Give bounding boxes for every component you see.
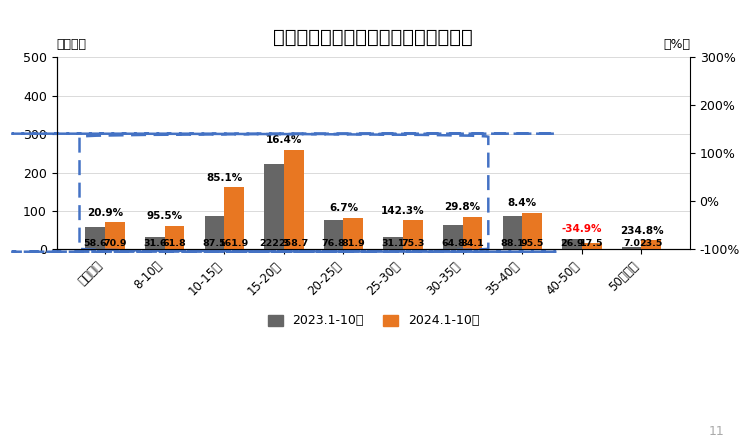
- Text: 16.4%: 16.4%: [266, 135, 302, 145]
- Text: 20.9%: 20.9%: [87, 208, 123, 217]
- Text: 31.1: 31.1: [381, 239, 405, 248]
- Text: 234.8%: 234.8%: [620, 226, 663, 236]
- Title: 新能源乘用车各价格区间销量及增长率: 新能源乘用车各价格区间销量及增长率: [273, 28, 473, 47]
- Text: 161.9: 161.9: [219, 239, 249, 248]
- Bar: [463, 217, 482, 249]
- Text: 58.6: 58.6: [84, 239, 107, 248]
- Text: 142.3%: 142.3%: [381, 206, 425, 216]
- Bar: [562, 239, 582, 249]
- Bar: [224, 187, 244, 249]
- Text: 88.1: 88.1: [501, 239, 525, 248]
- Bar: [403, 221, 423, 249]
- Text: 23.5: 23.5: [639, 239, 663, 248]
- Bar: [503, 216, 522, 249]
- Text: 31.6: 31.6: [143, 239, 167, 248]
- Text: 84.1: 84.1: [461, 239, 485, 248]
- Text: 26.9: 26.9: [560, 239, 584, 248]
- Text: 6.7%: 6.7%: [329, 203, 358, 213]
- Text: 87.5: 87.5: [202, 239, 226, 248]
- Text: 81.9: 81.9: [341, 239, 365, 248]
- Text: 61.8: 61.8: [162, 239, 186, 248]
- Bar: [145, 237, 165, 249]
- Text: （%）: （%）: [663, 38, 690, 51]
- Bar: [165, 226, 184, 249]
- Text: 8.4%: 8.4%: [507, 198, 537, 208]
- Text: 64.8: 64.8: [441, 239, 465, 248]
- Text: 11: 11: [709, 425, 725, 438]
- Bar: [284, 150, 304, 249]
- Bar: [582, 243, 602, 249]
- Bar: [324, 220, 344, 249]
- Text: 75.3: 75.3: [401, 239, 424, 248]
- Text: 17.5: 17.5: [580, 239, 603, 248]
- Text: 29.8%: 29.8%: [445, 202, 481, 213]
- Text: 222.3: 222.3: [259, 239, 289, 248]
- Bar: [522, 213, 542, 249]
- Bar: [105, 222, 125, 249]
- Text: （万辆）: （万辆）: [57, 38, 87, 51]
- Bar: [264, 164, 284, 249]
- Bar: [622, 247, 642, 249]
- Text: -34.9%: -34.9%: [562, 225, 602, 234]
- Bar: [85, 227, 105, 249]
- Text: 258.7: 258.7: [279, 239, 309, 248]
- Bar: [642, 240, 661, 249]
- Text: 76.8: 76.8: [322, 239, 346, 248]
- Bar: [344, 218, 363, 249]
- Text: 95.5: 95.5: [520, 239, 544, 248]
- Text: 7.0: 7.0: [623, 239, 640, 248]
- Bar: [443, 225, 463, 249]
- Bar: [384, 237, 403, 249]
- Legend: 2023.1-10月, 2024.1-10月: 2023.1-10月, 2024.1-10月: [263, 309, 484, 332]
- Text: 95.5%: 95.5%: [146, 211, 183, 221]
- Text: 85.1%: 85.1%: [206, 172, 242, 183]
- Bar: [205, 216, 224, 249]
- Text: 70.9: 70.9: [103, 239, 127, 248]
